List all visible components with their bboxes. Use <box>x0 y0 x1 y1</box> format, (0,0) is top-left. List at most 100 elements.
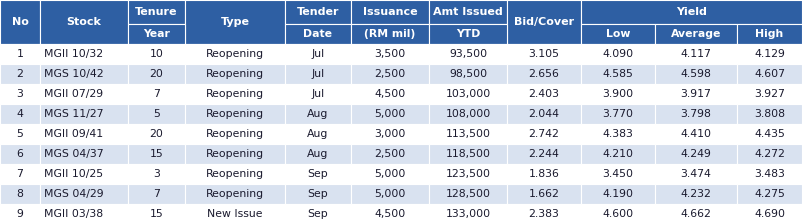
Bar <box>0 104 40 124</box>
Bar <box>285 84 351 104</box>
Bar <box>285 164 351 184</box>
Text: 4.090: 4.090 <box>602 49 634 59</box>
Bar <box>351 0 429 24</box>
Text: Date: Date <box>303 29 333 39</box>
Bar <box>581 0 802 24</box>
Bar <box>655 64 737 84</box>
Text: 3.105: 3.105 <box>529 49 560 59</box>
Text: 4.232: 4.232 <box>681 189 711 199</box>
Text: 93,500: 93,500 <box>449 49 487 59</box>
Text: Reopening: Reopening <box>206 109 264 119</box>
Text: Jul: Jul <box>311 89 325 99</box>
Text: Bid/Cover: Bid/Cover <box>514 17 574 27</box>
Text: Type: Type <box>221 17 249 27</box>
Text: MGS 10/42: MGS 10/42 <box>44 69 103 79</box>
Bar <box>507 64 581 84</box>
Text: 5: 5 <box>153 109 160 119</box>
Bar <box>285 24 351 44</box>
Bar <box>0 0 40 44</box>
Text: 5: 5 <box>17 129 23 139</box>
Bar <box>429 144 507 164</box>
Bar <box>581 104 655 124</box>
Bar <box>581 144 655 164</box>
Text: 4.600: 4.600 <box>602 209 634 219</box>
Bar <box>351 204 429 222</box>
Text: MGII 07/29: MGII 07/29 <box>44 89 103 99</box>
Bar <box>0 64 40 84</box>
Bar <box>128 84 185 104</box>
Bar <box>128 64 185 84</box>
Text: 5,000: 5,000 <box>375 189 406 199</box>
Text: 2.742: 2.742 <box>529 129 560 139</box>
Text: Reopening: Reopening <box>206 169 264 179</box>
Text: 4: 4 <box>17 109 23 119</box>
Bar <box>128 44 185 64</box>
Bar <box>655 84 737 104</box>
Text: Jul: Jul <box>311 49 325 59</box>
Text: 98,500: 98,500 <box>449 69 487 79</box>
Bar <box>185 144 285 164</box>
Text: 4.210: 4.210 <box>602 149 634 159</box>
Bar <box>429 164 507 184</box>
Text: 4.272: 4.272 <box>754 149 785 159</box>
Text: 4,500: 4,500 <box>375 209 406 219</box>
Text: 7: 7 <box>17 169 23 179</box>
Text: 20: 20 <box>149 69 164 79</box>
Text: High: High <box>755 29 784 39</box>
Bar <box>351 104 429 124</box>
Text: 2.044: 2.044 <box>529 109 560 119</box>
Bar <box>0 164 40 184</box>
Text: 5,000: 5,000 <box>375 109 406 119</box>
Text: (RM mil): (RM mil) <box>364 29 415 39</box>
Bar <box>128 104 185 124</box>
Bar <box>429 124 507 144</box>
Text: 3,000: 3,000 <box>375 129 406 139</box>
Text: 5,000: 5,000 <box>375 169 406 179</box>
Bar <box>507 104 581 124</box>
Bar <box>40 124 128 144</box>
Text: 2: 2 <box>17 69 23 79</box>
Text: 2,500: 2,500 <box>375 149 406 159</box>
Text: MGII 03/38: MGII 03/38 <box>44 209 103 219</box>
Text: Tenure: Tenure <box>136 7 178 17</box>
Text: Issuance: Issuance <box>363 7 417 17</box>
Bar <box>737 64 802 84</box>
Text: 2.403: 2.403 <box>529 89 560 99</box>
Bar <box>40 204 128 222</box>
Bar <box>581 184 655 204</box>
Bar <box>507 204 581 222</box>
Bar <box>429 184 507 204</box>
Text: 15: 15 <box>150 149 164 159</box>
Text: 3.900: 3.900 <box>602 89 634 99</box>
Text: 9: 9 <box>17 209 23 219</box>
Text: 4.383: 4.383 <box>602 129 634 139</box>
Bar <box>429 204 507 222</box>
Text: 4.190: 4.190 <box>602 189 634 199</box>
Bar <box>655 24 737 44</box>
Bar <box>655 124 737 144</box>
Bar <box>40 164 128 184</box>
Bar <box>40 184 128 204</box>
Text: Reopening: Reopening <box>206 129 264 139</box>
Bar <box>351 184 429 204</box>
Text: 3.770: 3.770 <box>602 109 634 119</box>
Bar <box>351 24 429 44</box>
Text: 4.607: 4.607 <box>754 69 785 79</box>
Text: Aug: Aug <box>307 149 329 159</box>
Text: 1: 1 <box>17 49 23 59</box>
Bar <box>285 144 351 164</box>
Bar <box>655 184 737 204</box>
Text: 4.662: 4.662 <box>681 209 711 219</box>
Text: 2.383: 2.383 <box>529 209 560 219</box>
Text: Yield: Yield <box>676 7 707 17</box>
Bar <box>737 44 802 64</box>
Text: 3: 3 <box>17 89 23 99</box>
Bar <box>429 104 507 124</box>
Text: 133,000: 133,000 <box>445 209 491 219</box>
Text: Average: Average <box>670 29 721 39</box>
Text: 118,500: 118,500 <box>445 149 491 159</box>
Bar <box>655 104 737 124</box>
Text: Jul: Jul <box>311 69 325 79</box>
Bar <box>185 164 285 184</box>
Bar <box>185 104 285 124</box>
